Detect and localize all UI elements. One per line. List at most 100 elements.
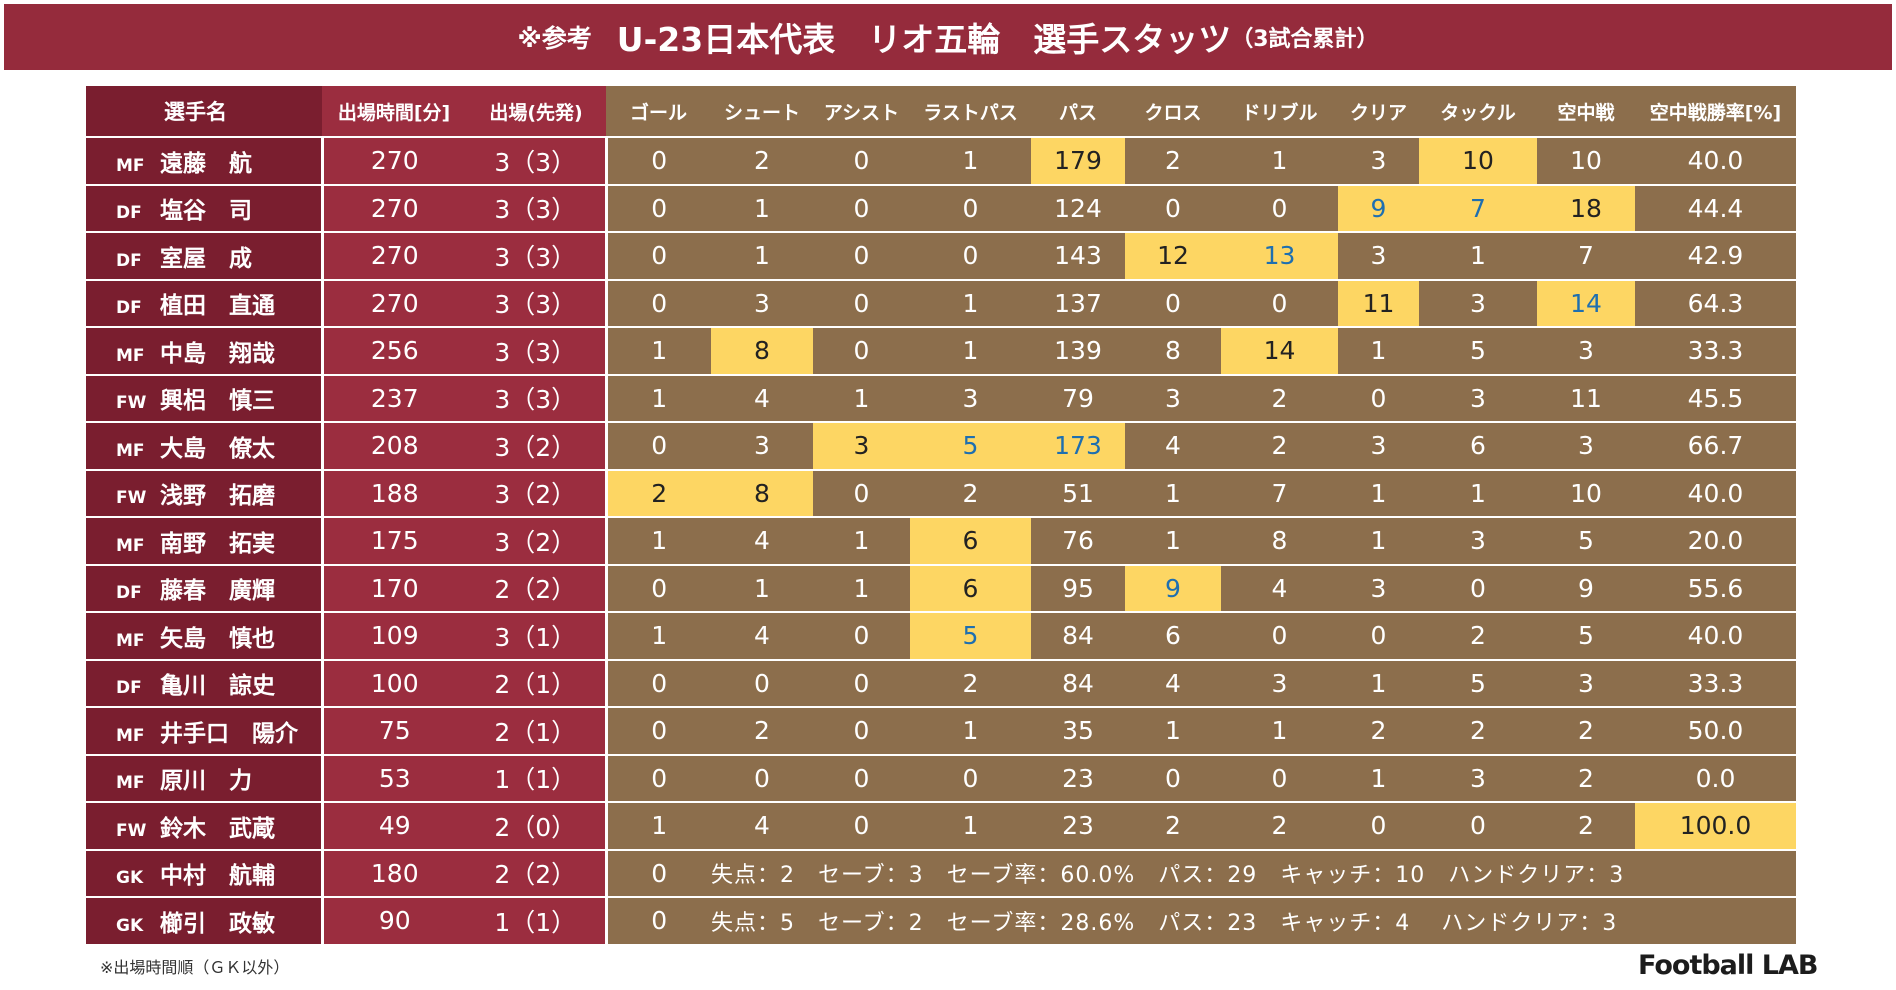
apps-cell: 2（0）	[466, 802, 608, 851]
table-row: MF 中島 翔哉 256 3（3） 1 8 0 1 139 8 14 1 5 3 33.3	[86, 327, 1796, 376]
title-prefix: ※参考	[517, 24, 592, 53]
stat-cell: 1	[910, 279, 1031, 328]
table-row: DF 室屋 成 270 3（3） 0 1 0 0 143 12 13 3 1 7 42.9	[86, 232, 1796, 281]
stat-cell: 4	[711, 374, 813, 423]
player-name-cell: FW 興梠 慎三	[86, 374, 324, 423]
header-dribbles: ドリブル	[1221, 86, 1338, 138]
table-row: DF 亀川 諒史 100 2（1） 0 0 0 2 84 4 3 1 5 3 33.3	[86, 659, 1796, 708]
stat-cell: 1	[606, 802, 711, 851]
stat-cell: 1	[606, 327, 711, 376]
stat-cell: 3	[1537, 422, 1635, 471]
player-name-cell: DF 室屋 成	[86, 232, 324, 281]
stat-cell: 0	[910, 754, 1031, 803]
player-name: 原川 力	[160, 768, 252, 795]
stat-cell: 3	[1419, 279, 1537, 328]
minutes-cell: 75	[322, 707, 466, 756]
stat-cell: 0	[606, 279, 711, 328]
stat-cell: 1	[1221, 137, 1338, 186]
header-passes: パス	[1031, 86, 1125, 138]
stat-cell: 0	[606, 707, 711, 756]
stat-cell: 100.0	[1635, 802, 1796, 851]
stat-cell: 0	[1419, 564, 1537, 613]
minutes-cell: 270	[322, 232, 466, 281]
stat-cell: 0	[606, 754, 711, 803]
stat-cell: 1	[1419, 232, 1537, 281]
stat-cell: 2	[1221, 802, 1338, 851]
apps-cell: 3（3）	[466, 279, 608, 328]
apps-cell: 1（1）	[466, 754, 608, 803]
position-label: DF	[116, 678, 142, 699]
stat-cell: 12	[1125, 232, 1221, 281]
stat-cell: 1	[1419, 469, 1537, 518]
player-name-cell: MF 原川 力	[86, 754, 324, 803]
table-header-row: 選手名 出場時間[分] 出場(先発) ゴール シュート アシスト ラストパス パ…	[86, 86, 1796, 138]
stat-cell: 3	[1338, 422, 1419, 471]
stat-cell: 1	[1125, 517, 1221, 566]
player-name: 中村 航輔	[160, 863, 275, 890]
stat-cell: 0	[910, 232, 1031, 281]
stat-cell: 0	[606, 232, 711, 281]
stat-cell: 1	[910, 137, 1031, 186]
stat-cell: 2	[1125, 802, 1221, 851]
minutes-cell: 49	[322, 802, 466, 851]
stat-cell: 64.3	[1635, 279, 1796, 328]
table-row: DF 藤春 廣輝 170 2（2） 0 1 1 6 95 9 4 3 0 9 55.6	[86, 564, 1796, 613]
stat-cell: 1	[1338, 754, 1419, 803]
stat-cell: 55.6	[1635, 564, 1796, 613]
stat-cell: 5	[1537, 612, 1635, 661]
stat-cell: 23	[1031, 802, 1125, 851]
position-label: MF	[116, 535, 145, 556]
stat-cell: 1	[1125, 707, 1221, 756]
stat-cell: 143	[1031, 232, 1125, 281]
stat-cell: 0	[813, 659, 910, 708]
stat-cell: 0	[910, 184, 1031, 233]
player-name-cell: MF 大島 僚太	[86, 422, 324, 471]
player-name-cell: GK 中村 航輔	[86, 849, 324, 898]
apps-cell: 3（3）	[466, 327, 608, 376]
stat-cell: 11	[1537, 374, 1635, 423]
position-label: DF	[116, 203, 142, 224]
player-name: 南野 拓実	[160, 530, 275, 557]
stat-cell: 0	[813, 707, 910, 756]
table-row: MF 南野 拓実 175 3（2） 1 4 1 6 76 1 8 1 3 5 20.0	[86, 517, 1796, 566]
minutes-cell: 100	[322, 659, 466, 708]
header-assists: アシスト	[813, 86, 910, 138]
position-label: MF	[116, 725, 145, 746]
stat-cell: 0	[1221, 612, 1338, 661]
stat-cell: 0	[813, 327, 910, 376]
stat-cell: 33.3	[1635, 659, 1796, 708]
apps-cell: 1（1）	[466, 897, 608, 946]
stat-cell: 44.4	[1635, 184, 1796, 233]
stat-cell: 51	[1031, 469, 1125, 518]
stat-cell: 4	[1125, 659, 1221, 708]
player-name-cell: DF 塩谷 司	[86, 184, 324, 233]
position-label: MF	[116, 773, 145, 794]
stat-cell: 0	[813, 232, 910, 281]
stat-cell: 7	[1419, 184, 1537, 233]
goalkeeper-summary: 失点：5 セーブ：2 セーブ率：28.6% パス：23 キャッチ：4 ハンドクリ…	[711, 897, 1796, 946]
apps-cell: 2（1）	[466, 659, 608, 708]
stat-cell: 2	[1419, 612, 1537, 661]
stat-cell: 84	[1031, 612, 1125, 661]
stat-cell: 0	[813, 137, 910, 186]
title-banner: ※参考 U-23日本代表 リオ五輪 選手スタッツ （3試合累計）	[4, 4, 1892, 70]
header-key-passes: ラストパス	[910, 86, 1031, 138]
header-aerial-win-rate: 空中戦勝率[%]	[1635, 86, 1796, 138]
stat-cell: 10	[1537, 137, 1635, 186]
player-name: 亀川 諒史	[160, 673, 275, 700]
stat-cell: 4	[1125, 422, 1221, 471]
table-row: DF 植田 直通 270 3（3） 0 3 0 1 137 0 0 11 3 14 64.3	[86, 279, 1796, 328]
stat-cell: 4	[711, 802, 813, 851]
apps-cell: 2（2）	[466, 564, 608, 613]
stat-cell: 42.9	[1635, 232, 1796, 281]
stat-cell: 0	[711, 754, 813, 803]
position-label: DF	[116, 583, 142, 604]
stat-cell: 2	[711, 707, 813, 756]
apps-cell: 3（2）	[466, 422, 608, 471]
stat-cell: 2	[1537, 802, 1635, 851]
apps-cell: 3（1）	[466, 612, 608, 661]
stat-cell: 1	[711, 184, 813, 233]
stat-cell: 179	[1031, 137, 1125, 186]
stat-cell: 3	[813, 422, 910, 471]
footballlab-logo: Football LAB	[1638, 950, 1818, 981]
